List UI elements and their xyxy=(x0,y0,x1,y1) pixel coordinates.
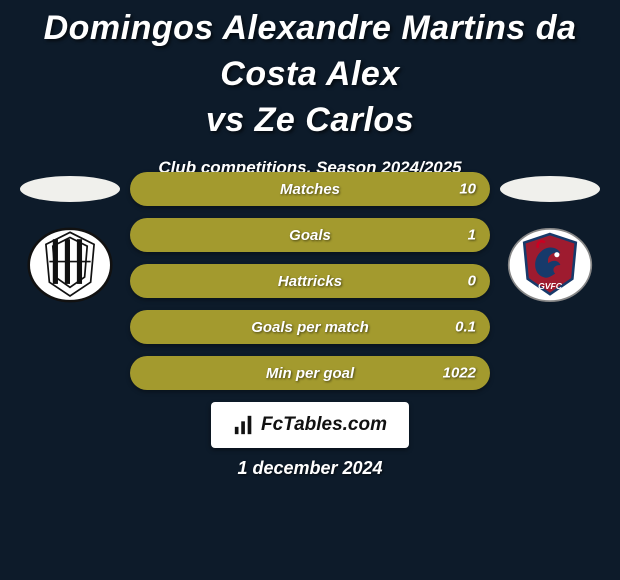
right-club-crest: GVFC xyxy=(500,222,600,308)
left-ellipse xyxy=(20,176,120,202)
left-club-crest xyxy=(20,222,120,308)
logo-text: FcTables.com xyxy=(261,414,387,436)
player-right-badge: GVFC xyxy=(500,222,600,322)
bar-chart-icon xyxy=(233,414,255,436)
stat-right-value: 0.1 xyxy=(455,319,476,336)
stat-row: Goals per match 0.1 xyxy=(130,310,490,344)
stat-row: Goals 1 xyxy=(130,218,490,252)
stat-label: Goals per match xyxy=(251,319,369,336)
stat-row: Hattricks 0 xyxy=(130,264,490,298)
date-label: 1 december 2024 xyxy=(0,458,620,479)
player-left-badge xyxy=(20,222,120,322)
gil-vicente-crest-icon: GVFC xyxy=(500,222,600,308)
fctables-logo[interactable]: FcTables.com xyxy=(211,402,409,448)
title-line-2: vs Ze Carlos xyxy=(206,101,414,139)
title-line-1: Domingos Alexandre Martins da Costa Alex xyxy=(44,9,577,93)
vitoria-crest-icon xyxy=(20,222,120,308)
svg-text:GVFC: GVFC xyxy=(538,281,563,291)
stat-row: Min per goal 1022 xyxy=(130,356,490,390)
page-title: Domingos Alexandre Martins da Costa Alex… xyxy=(0,0,620,144)
stat-right-value: 10 xyxy=(459,181,476,198)
stats-table: Matches 10 Goals 1 Hattricks 0 Goals per match… xyxy=(130,172,490,402)
stat-label: Matches xyxy=(280,181,340,198)
stat-label: Hattricks xyxy=(278,273,342,290)
stat-right-value: 0 xyxy=(468,273,476,290)
stat-label: Goals xyxy=(289,227,331,244)
stat-label: Min per goal xyxy=(266,365,354,382)
stat-right-value: 1 xyxy=(468,227,476,244)
stat-row: Matches 10 xyxy=(130,172,490,206)
right-ellipse xyxy=(500,176,600,202)
stat-right-value: 1022 xyxy=(443,365,476,382)
